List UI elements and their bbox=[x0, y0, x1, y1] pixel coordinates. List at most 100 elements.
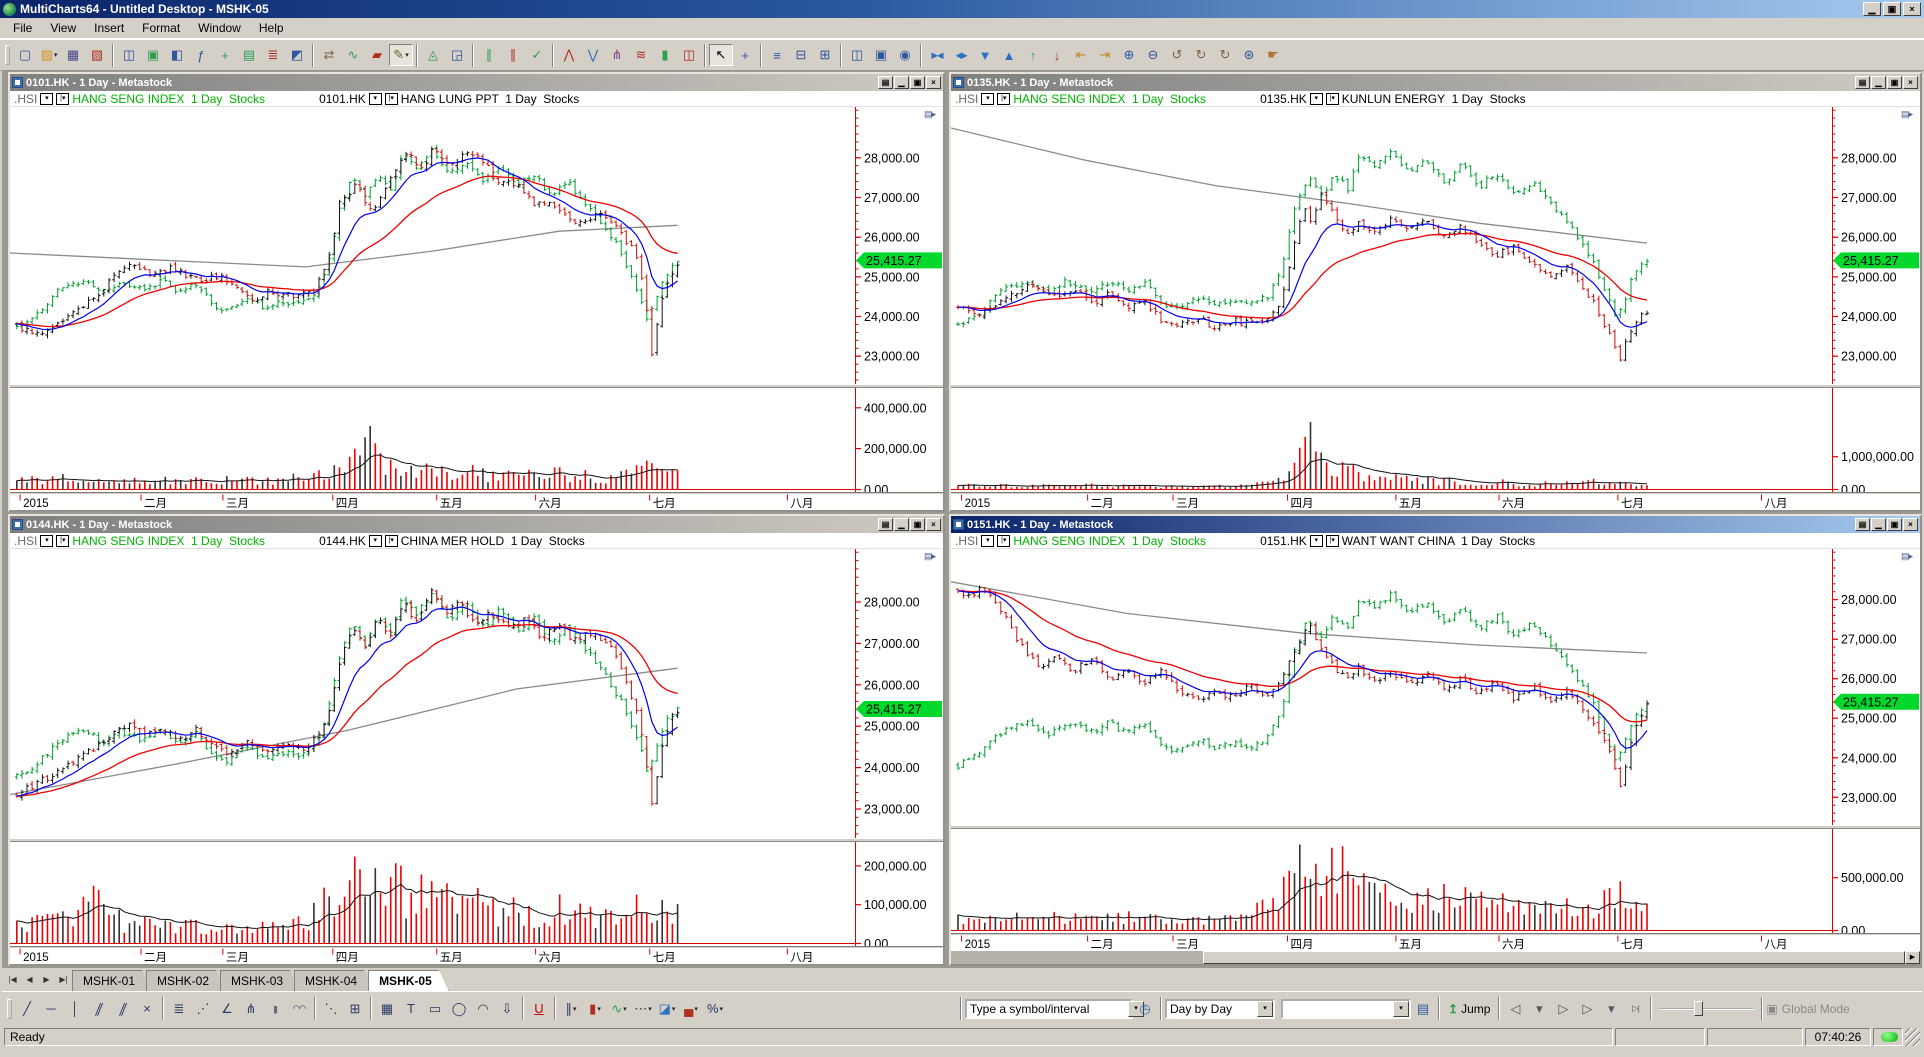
scrollbar-thumb[interactable] bbox=[1202, 951, 1905, 964]
data-window-tool[interactable]: ▦ bbox=[375, 998, 399, 1020]
compare-bars-button[interactable]: ◫ bbox=[677, 44, 701, 66]
symbol-dropdown-icon[interactable]: ▾ bbox=[368, 534, 382, 547]
page-right-button[interactable]: ⇥ bbox=[1093, 44, 1117, 66]
draw-pencil-button[interactable]: ✎ ▾ bbox=[389, 44, 413, 66]
zigzag-red-button[interactable]: ⋀ bbox=[557, 44, 581, 66]
tab-first-button[interactable]: |◀ bbox=[8, 975, 17, 984]
chart-close-icon[interactable]: × bbox=[1903, 76, 1918, 89]
app-titlebar[interactable]: MultiCharts64 - Untitled Desktop - MSHK-… bbox=[0, 0, 1924, 18]
interval-dropdown-icon[interactable]: |▾ bbox=[384, 92, 398, 105]
new-desktop-button[interactable]: ▢ bbox=[13, 44, 37, 66]
close-button[interactable]: × bbox=[1903, 2, 1921, 16]
menu-view[interactable]: View bbox=[50, 21, 77, 35]
open-desktop-button[interactable]: ▨ ▾ bbox=[37, 44, 61, 66]
tab-mshk-01[interactable]: MSHK-01 bbox=[72, 970, 152, 991]
price-pane[interactable]: ▤▸ 28,000.00 27,000.00 26,000.00 25,000.00 24… bbox=[951, 107, 1920, 384]
grid-tool[interactable]: ⊞ bbox=[343, 998, 367, 1020]
symbol-dropdown-icon[interactable]: ▾ bbox=[981, 92, 995, 105]
insert-function-button[interactable]: ƒ bbox=[189, 44, 213, 66]
replay-back-button[interactable]: ◁ bbox=[1503, 998, 1527, 1020]
replay-forward-button[interactable]: ▷ bbox=[1575, 998, 1599, 1020]
channel-tool[interactable]: ∥ bbox=[111, 998, 135, 1020]
collapse-v-button[interactable]: ▼ bbox=[973, 44, 997, 66]
expand-v-button[interactable]: ▲ bbox=[997, 44, 1021, 66]
chart-window-titlebar[interactable]: 0101.HK - 1 Day - Metastock ▤ ▁ ▣ × bbox=[10, 74, 943, 91]
zigzag-blue-button[interactable]: ⋁ bbox=[581, 44, 605, 66]
restore-button[interactable]: ▣ bbox=[1883, 2, 1901, 16]
resize-grip[interactable] bbox=[1905, 1028, 1920, 1046]
chart-close-icon[interactable]: × bbox=[926, 518, 941, 531]
full-view-button[interactable]: ⊛ bbox=[1237, 44, 1261, 66]
pointer-tool-button[interactable]: ↖ bbox=[709, 44, 733, 66]
data-box-button[interactable]: ⊞ bbox=[813, 44, 837, 66]
jump-button[interactable]: ↥ Jump bbox=[1443, 998, 1495, 1020]
line-style-button-dropdown-icon[interactable]: ▾ bbox=[623, 1005, 627, 1013]
series-down-button[interactable]: ∥ bbox=[501, 44, 525, 66]
interval-dropdown-icon[interactable]: |▾ bbox=[56, 534, 70, 547]
chart-minimize-icon[interactable]: ▁ bbox=[1871, 518, 1886, 531]
histogram-button[interactable]: ▮ bbox=[653, 44, 677, 66]
find-symbol-button[interactable]: ◉ bbox=[893, 44, 917, 66]
tab-mshk-05[interactable]: MSHK-05 bbox=[368, 970, 449, 991]
apply-template-button[interactable]: ▤ bbox=[237, 44, 261, 66]
interval-dropdown-icon[interactable]: |▾ bbox=[1325, 534, 1339, 547]
interval-dropdown-icon[interactable]: |▾ bbox=[56, 92, 70, 105]
pane-splitter[interactable] bbox=[951, 384, 1920, 388]
tab-last-button[interactable]: ▶| bbox=[59, 975, 68, 984]
arc-tool[interactable]: ◠ bbox=[471, 998, 495, 1020]
fib-fan-tool[interactable]: ⋰ bbox=[191, 998, 215, 1020]
label-box-button[interactable]: ⊟ bbox=[789, 44, 813, 66]
price-pane[interactable]: ▤▸ 28,000.00 27,000.00 26,000.00 25,000.00 24… bbox=[10, 107, 943, 384]
chart-restore-icon[interactable]: ▣ bbox=[910, 76, 925, 89]
menu-help[interactable]: Help bbox=[258, 21, 284, 35]
copy-window-button[interactable]: ▣ bbox=[141, 44, 165, 66]
dot-style-button-dropdown-icon[interactable]: ▾ bbox=[648, 1005, 652, 1013]
text-tool[interactable]: T bbox=[399, 998, 423, 1020]
chart-restore-icon[interactable]: ▣ bbox=[1887, 518, 1902, 531]
tab-mshk-03[interactable]: MSHK-03 bbox=[220, 970, 300, 991]
chart-panel-icon[interactable]: ▤ bbox=[878, 76, 893, 89]
price-pane[interactable]: ▤▸ 28,000.00 27,000.00 26,000.00 25,000.00 24… bbox=[951, 549, 1920, 825]
replay-mode-select[interactable]: Day by Day ▾ bbox=[1165, 998, 1275, 1019]
scroll-down-button[interactable]: ↓ bbox=[1045, 44, 1069, 66]
menu-format[interactable]: Format bbox=[142, 21, 181, 35]
scrollbar-track[interactable] bbox=[951, 951, 1203, 964]
time-axis[interactable]: 2015 二月 三月 四月 五月 六月 七月 八月 bbox=[10, 946, 943, 964]
pane-shortcut-icon[interactable]: ▤▸ bbox=[1900, 551, 1913, 561]
draw-pencil-button-dropdown-icon[interactable]: ▾ bbox=[405, 52, 409, 59]
interval-dropdown-icon[interactable]: |▾ bbox=[997, 92, 1011, 105]
arrow-mark-tool[interactable]: ⇩ bbox=[495, 998, 519, 1020]
replay-back-options[interactable]: ▾ bbox=[1527, 998, 1551, 1020]
pane-splitter[interactable] bbox=[10, 838, 943, 842]
chart-restore-icon[interactable]: ▣ bbox=[1887, 76, 1902, 89]
replay-forward-options[interactable]: ▾ bbox=[1599, 998, 1623, 1020]
save-desktop-button[interactable]: ▦ bbox=[61, 44, 85, 66]
interval-dropdown-icon[interactable]: |▾ bbox=[997, 534, 1011, 547]
symbol-dropdown-icon[interactable]: ▾ bbox=[1309, 92, 1323, 105]
chart-close-icon[interactable]: × bbox=[1903, 518, 1918, 531]
rectangle-tool[interactable]: ▭ bbox=[423, 998, 447, 1020]
cycle-lines-tool[interactable]: ◠◠ bbox=[287, 998, 311, 1020]
parallel-lines-tool[interactable]: ∥ bbox=[87, 998, 111, 1020]
volume-pane[interactable]: 1,000,000.00 0.00 bbox=[951, 388, 1920, 492]
chart-panel-icon[interactable]: ▤ bbox=[878, 518, 893, 531]
scroll-right-icon[interactable]: ▶ bbox=[1905, 951, 1920, 964]
clock-icon[interactable]: ◷ bbox=[1139, 1000, 1151, 1016]
tab-mshk-04[interactable]: MSHK-04 bbox=[294, 970, 374, 991]
combo-dropdown-icon[interactable]: ▾ bbox=[1128, 1000, 1144, 1017]
percent-style-button[interactable]: % ▾ bbox=[703, 998, 727, 1020]
replay-to-end-button[interactable]: ▷| bbox=[1623, 998, 1647, 1020]
volume-pane[interactable]: 400,000.00 200,000.00 0.00 bbox=[10, 388, 943, 492]
menu-file[interactable]: File bbox=[13, 21, 33, 35]
series-up-button[interactable]: ∥ bbox=[477, 44, 501, 66]
expand-h-button[interactable]: ◀▶ bbox=[949, 44, 973, 66]
dot-style-button[interactable]: ⋯ ▾ bbox=[631, 998, 655, 1020]
pane-splitter[interactable] bbox=[951, 825, 1920, 829]
smooth-line-button[interactable]: ∿ bbox=[341, 44, 365, 66]
symbol-dropdown-icon[interactable]: ▾ bbox=[40, 534, 54, 547]
crosshair-tool-button[interactable]: + bbox=[733, 44, 757, 66]
trend-line-tool[interactable]: ╱ bbox=[15, 998, 39, 1020]
open-desktop-button-dropdown-icon[interactable]: ▾ bbox=[53, 52, 58, 59]
confirm-button[interactable]: ✓ bbox=[525, 44, 549, 66]
time-axis[interactable]: 2015 二月 三月 四月 五月 六月 七月 八月 bbox=[951, 492, 1920, 510]
